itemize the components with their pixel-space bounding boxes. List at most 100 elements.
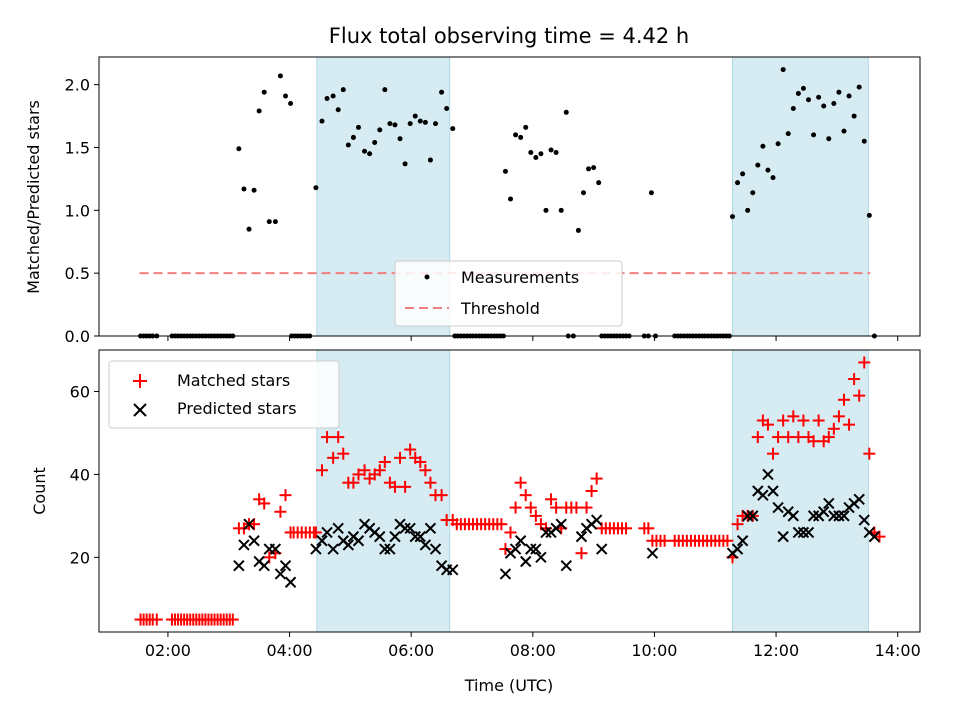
matched-star-point bbox=[378, 455, 391, 468]
measurement-point bbox=[422, 119, 428, 125]
predicted-star-point bbox=[535, 551, 547, 564]
measurement-point bbox=[502, 168, 508, 174]
measurement-point bbox=[350, 134, 356, 140]
predicted-star-point bbox=[279, 559, 292, 572]
predicted-star-point bbox=[590, 514, 603, 526]
matched-star-point bbox=[792, 431, 805, 444]
matched-star-point bbox=[358, 464, 371, 477]
top-shaded-intervals bbox=[316, 56, 869, 337]
matched-star-point bbox=[332, 431, 345, 444]
matched-star-point bbox=[772, 431, 785, 444]
measurement-point bbox=[816, 94, 822, 100]
measurement-point bbox=[836, 89, 842, 95]
legend-predicted-label: Predicted stars bbox=[177, 399, 297, 418]
top-y-tick-label: 1.0 bbox=[65, 201, 90, 220]
measurement-point bbox=[272, 219, 278, 225]
predicted-star-point bbox=[741, 510, 754, 522]
top-axes-frame bbox=[98, 56, 921, 337]
measurement-point bbox=[591, 165, 597, 171]
measurement-point bbox=[785, 131, 791, 137]
measurement-point bbox=[433, 121, 439, 127]
measurement-point bbox=[553, 150, 559, 156]
measurement-point bbox=[340, 87, 346, 93]
measurement-point bbox=[439, 89, 445, 95]
bottom-x-axis-label: Time (UTC) bbox=[464, 676, 553, 695]
predicted-star-point bbox=[555, 518, 567, 530]
matched-star-point bbox=[514, 476, 527, 489]
measurement-point bbox=[319, 118, 325, 124]
measurement-point bbox=[528, 150, 534, 156]
predicted-star-point bbox=[787, 510, 800, 522]
top-y-tick-label: 2.0 bbox=[65, 76, 90, 95]
measurement-point bbox=[324, 95, 330, 101]
predicted-star-point bbox=[802, 526, 815, 539]
bottom-legend: Matched stars Predicted stars bbox=[108, 360, 340, 429]
measurement-point bbox=[750, 190, 756, 196]
shaded-interval-1 bbox=[731, 56, 869, 337]
predicted-star-point bbox=[233, 559, 245, 572]
measurement-point bbox=[856, 84, 862, 90]
legend-measurements-label: Measurements bbox=[461, 268, 579, 287]
matched-star-point bbox=[419, 464, 432, 477]
bottom-x-tick-label: 12:00 bbox=[753, 641, 799, 660]
measurement-point bbox=[755, 162, 761, 168]
shaded-interval-1 bbox=[731, 349, 869, 633]
predicted-star-point bbox=[540, 526, 552, 539]
matched-star-point bbox=[524, 501, 537, 514]
measurement-point bbox=[256, 108, 262, 114]
measurement-point bbox=[790, 106, 796, 112]
matched-star-point bbox=[509, 501, 522, 514]
measurement-point bbox=[246, 226, 252, 232]
bottom-y-axis: 20 40 60 bbox=[70, 382, 99, 567]
predicted-star-point bbox=[838, 510, 850, 522]
predicted-star-point bbox=[243, 518, 255, 530]
top-legend: Measurements Threshold bbox=[394, 260, 623, 327]
legend-matched-marker bbox=[133, 374, 147, 388]
measurement-point bbox=[648, 190, 654, 196]
predicted-star-point bbox=[414, 530, 427, 543]
matched-star-point bbox=[495, 518, 508, 531]
matched-star-point bbox=[642, 522, 655, 535]
predicted-star-point bbox=[868, 530, 881, 543]
measurement-point bbox=[740, 171, 746, 177]
legend-predicted-marker bbox=[133, 403, 147, 417]
predicted-star-point bbox=[258, 559, 270, 572]
measurement-point bbox=[729, 214, 735, 220]
measurement-point bbox=[372, 139, 378, 145]
measurement-point bbox=[508, 196, 514, 202]
predicted-star-point bbox=[404, 522, 416, 535]
measurement-point bbox=[335, 107, 341, 113]
matched-star-point bbox=[570, 501, 583, 514]
matched-star-point bbox=[550, 501, 563, 514]
predicted-star-point bbox=[379, 543, 391, 555]
predicted-star-point bbox=[530, 543, 542, 555]
predicted-star-point bbox=[797, 526, 810, 539]
measurement-point bbox=[770, 175, 776, 181]
bottom-x-tick-label: 02:00 bbox=[145, 641, 191, 660]
predicted-star-point bbox=[646, 547, 659, 559]
predicted-star-point bbox=[238, 539, 250, 551]
matched-star-point bbox=[575, 547, 588, 560]
predicted-star-point bbox=[777, 530, 789, 543]
matched-star-point bbox=[309, 526, 322, 539]
predicted-star-point bbox=[747, 510, 759, 522]
predicted-star-point bbox=[575, 530, 588, 543]
predicted-star-point bbox=[447, 564, 459, 576]
predicted-star-point bbox=[399, 522, 411, 535]
measurement-point bbox=[806, 97, 812, 103]
matched-star-point bbox=[863, 447, 876, 460]
measurement-point bbox=[450, 126, 456, 132]
measurement-point bbox=[851, 113, 857, 119]
measurement-point bbox=[251, 187, 257, 193]
matched-star-point bbox=[761, 418, 774, 431]
matched-star-point bbox=[399, 480, 412, 493]
measurement-point bbox=[427, 157, 433, 163]
measurement-point bbox=[846, 93, 852, 99]
measurement-point bbox=[831, 101, 837, 106]
matched-star-point bbox=[327, 451, 340, 464]
predicted-star-point bbox=[274, 568, 287, 580]
predicted-star-point bbox=[757, 489, 769, 501]
predicted-star-point bbox=[316, 535, 328, 547]
matched-star-point bbox=[787, 410, 800, 423]
predicted-star-point bbox=[736, 535, 749, 547]
